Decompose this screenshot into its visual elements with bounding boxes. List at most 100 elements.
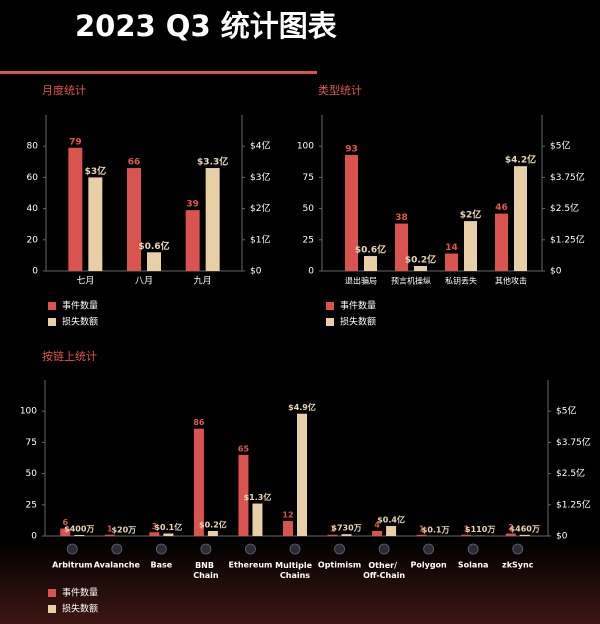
- bar: [414, 266, 427, 271]
- bar: [193, 428, 204, 536]
- y2-tick-label: $1.25亿: [556, 498, 591, 510]
- y2-tick-label: $0: [250, 267, 262, 277]
- y2-tick-label: $3.75亿: [550, 171, 585, 183]
- value-label: 39: [186, 200, 199, 210]
- y2-tick-label: $0: [556, 532, 568, 542]
- y-tick-label: 100: [20, 407, 37, 417]
- y-tick-label: 40: [27, 204, 39, 214]
- value-label: 93: [345, 144, 358, 154]
- bar: [416, 534, 427, 536]
- bar: [68, 147, 83, 271]
- page-title: 2023 Q3 统计图表: [75, 9, 337, 43]
- bar: [514, 166, 527, 271]
- y2-tick-label: $1亿: [250, 233, 270, 245]
- legend-label: 损失数额: [62, 316, 98, 328]
- chain-icon: [378, 543, 390, 555]
- value-label: 12: [282, 511, 293, 520]
- chain-icon: [66, 543, 78, 555]
- y-tick-label: 50: [26, 469, 38, 479]
- value-label: 6: [62, 518, 68, 527]
- y-tick-label: 75: [26, 438, 37, 448]
- bar: [341, 534, 352, 536]
- chain-icon: [200, 543, 212, 555]
- value-label: 1: [419, 524, 425, 533]
- value-label: $730万: [331, 524, 361, 533]
- bar: [505, 533, 516, 536]
- chart-title: 月度统计: [42, 83, 86, 97]
- value-label: $1.3亿: [244, 492, 272, 502]
- bar: [461, 534, 472, 536]
- value-label: $0.2亿: [405, 254, 436, 266]
- bar: [60, 528, 71, 536]
- bar: [372, 531, 383, 536]
- y-tick-label: 0: [31, 532, 37, 542]
- chain-icon: [155, 543, 167, 555]
- bar: [74, 535, 85, 536]
- y-tick-label: 25: [303, 235, 314, 245]
- value-label: $0.6亿: [138, 240, 169, 252]
- y-tick-label: 20: [27, 235, 39, 245]
- y-tick-label: 0: [32, 267, 38, 277]
- value-label: 1: [107, 524, 113, 533]
- y-tick-label: 0: [308, 267, 314, 277]
- y2-tick-label: $1.25亿: [550, 233, 585, 245]
- x-tick-label: 其他攻击: [495, 276, 527, 286]
- bar: [364, 256, 377, 271]
- chart-title: 按链上统计: [42, 349, 97, 363]
- bar: [185, 210, 200, 271]
- bar: [149, 532, 160, 536]
- background-glow: [0, 540, 600, 624]
- value-label: $20万: [111, 525, 136, 534]
- legend-label: 事件数量: [340, 300, 376, 312]
- bar: [104, 534, 115, 536]
- legend-swatch: [48, 318, 56, 326]
- y-tick-label: 60: [27, 173, 39, 183]
- value-label: 65: [238, 444, 250, 453]
- value-label: 14: [445, 243, 458, 253]
- y2-tick-label: $2.5亿: [556, 467, 585, 479]
- legend-swatch: [48, 605, 56, 613]
- value-label: 46: [495, 203, 508, 213]
- value-label: 79: [69, 137, 82, 147]
- chain-icon: [467, 543, 479, 555]
- value-label: $460万: [510, 524, 540, 533]
- y-tick-label: 100: [297, 142, 314, 152]
- bar: [464, 221, 477, 271]
- y2-tick-label: $3亿: [250, 171, 270, 183]
- y2-tick-label: $0: [550, 267, 562, 277]
- y-tick-label: 50: [303, 204, 315, 214]
- legend-swatch: [326, 302, 334, 310]
- bar: [238, 454, 249, 536]
- bar: [205, 168, 220, 271]
- value-label: 3: [152, 522, 158, 531]
- y2-tick-label: $2.5亿: [550, 202, 579, 214]
- value-label: $4.9亿: [288, 402, 316, 412]
- bar: [495, 213, 508, 271]
- title-underline: [0, 71, 317, 74]
- x-tick-label: Multiple Chains: [275, 561, 315, 580]
- bar: [163, 533, 174, 536]
- x-tick-label: 八月: [135, 276, 153, 287]
- legend-swatch: [48, 589, 56, 597]
- y-tick-label: 75: [303, 173, 314, 183]
- bar: [207, 531, 218, 536]
- value-label: 86: [193, 418, 205, 427]
- value-label: $110万: [465, 525, 495, 534]
- bar: [297, 413, 307, 536]
- value-label: $0.1万: [422, 525, 450, 534]
- bar: [127, 168, 141, 271]
- x-tick-label: Solana: [458, 561, 489, 570]
- y2-tick-label: $3.75亿: [556, 436, 591, 448]
- y2-tick-label: $5亿: [550, 140, 570, 152]
- value-label: 1: [463, 524, 469, 533]
- value-label: $2亿: [460, 209, 482, 221]
- chain-icon: [423, 543, 435, 555]
- value-label: 4: [374, 521, 380, 530]
- legend-label: 损失数额: [340, 316, 376, 328]
- value-label: $3亿: [85, 165, 107, 177]
- x-tick-label: Base: [151, 561, 173, 570]
- bar: [519, 534, 530, 536]
- x-tick-label: Avalanche: [94, 561, 141, 570]
- x-tick-label: 退出骗局: [345, 276, 377, 286]
